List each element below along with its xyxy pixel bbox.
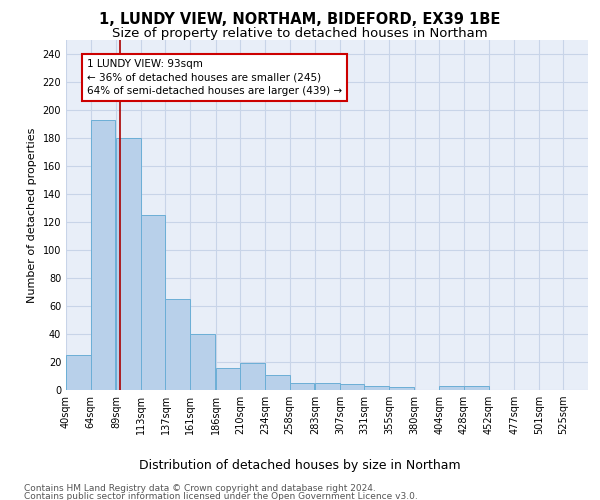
Text: 1, LUNDY VIEW, NORTHAM, BIDEFORD, EX39 1BE: 1, LUNDY VIEW, NORTHAM, BIDEFORD, EX39 1… xyxy=(100,12,500,28)
Bar xyxy=(265,374,290,390)
Text: Contains HM Land Registry data © Crown copyright and database right 2024.: Contains HM Land Registry data © Crown c… xyxy=(24,484,376,493)
Bar xyxy=(364,386,389,390)
Text: 1 LUNDY VIEW: 93sqm
← 36% of detached houses are smaller (245)
64% of semi-detac: 1 LUNDY VIEW: 93sqm ← 36% of detached ho… xyxy=(87,59,342,96)
Bar xyxy=(190,334,215,390)
Text: Size of property relative to detached houses in Northam: Size of property relative to detached ho… xyxy=(112,28,488,40)
Bar xyxy=(66,355,91,390)
Bar xyxy=(290,383,314,390)
Bar xyxy=(91,120,115,390)
Bar xyxy=(216,368,241,390)
Bar xyxy=(340,384,364,390)
Bar xyxy=(241,364,265,390)
Bar xyxy=(166,299,190,390)
Bar xyxy=(464,386,488,390)
Bar xyxy=(116,138,141,390)
Bar xyxy=(315,383,340,390)
Bar xyxy=(439,386,464,390)
Bar xyxy=(389,387,413,390)
Bar xyxy=(141,215,166,390)
Text: Distribution of detached houses by size in Northam: Distribution of detached houses by size … xyxy=(139,460,461,472)
Y-axis label: Number of detached properties: Number of detached properties xyxy=(27,128,37,302)
Text: Contains public sector information licensed under the Open Government Licence v3: Contains public sector information licen… xyxy=(24,492,418,500)
